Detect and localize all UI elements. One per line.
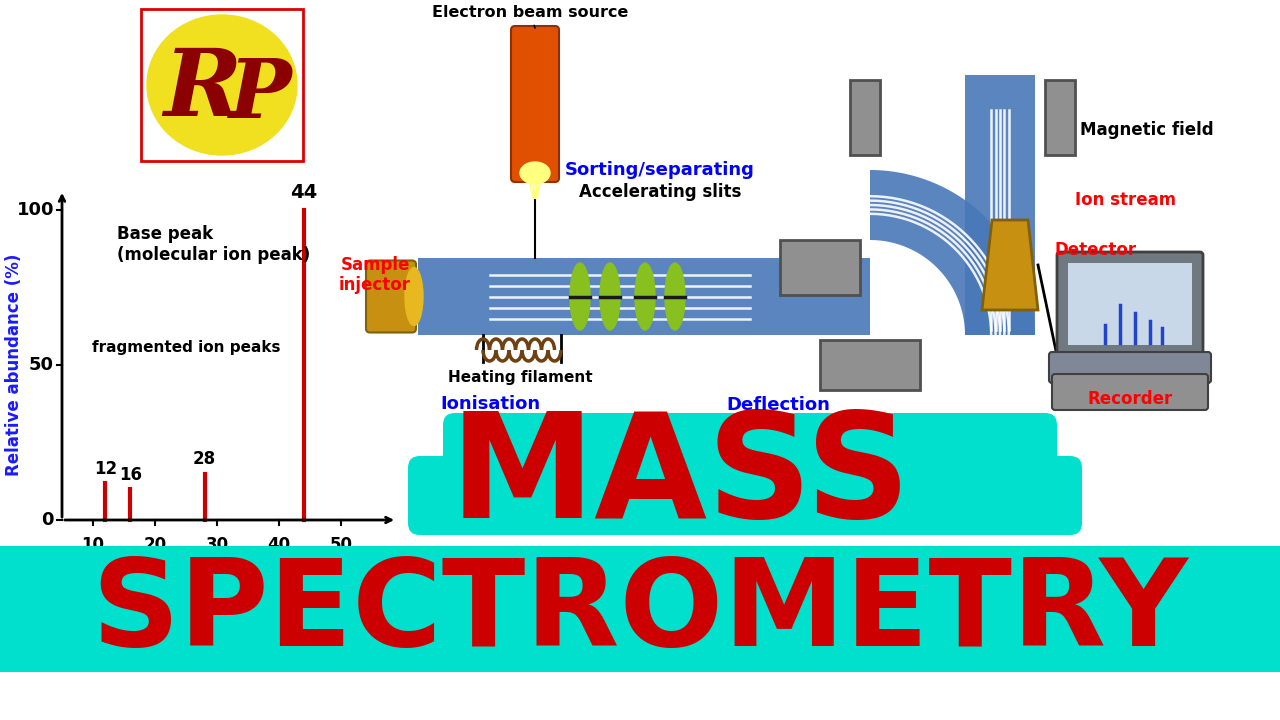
Ellipse shape (147, 15, 297, 155)
Text: fragmented ion peaks: fragmented ion peaks (92, 340, 280, 355)
FancyBboxPatch shape (1050, 352, 1211, 383)
Text: m/z: m/z (200, 556, 236, 574)
FancyBboxPatch shape (366, 261, 416, 333)
Text: P: P (229, 55, 292, 135)
Ellipse shape (520, 162, 550, 184)
Text: Relative abundance (%): Relative abundance (%) (5, 254, 23, 476)
Text: SPECTROMETRY: SPECTROMETRY (92, 554, 1188, 670)
Ellipse shape (600, 263, 620, 330)
FancyBboxPatch shape (1052, 374, 1208, 410)
Text: R: R (163, 45, 241, 135)
FancyBboxPatch shape (0, 546, 1280, 628)
Text: 20: 20 (143, 536, 166, 554)
Polygon shape (719, 170, 1036, 335)
Polygon shape (982, 220, 1038, 310)
Text: 50: 50 (329, 536, 352, 554)
Bar (141, 9, 303, 161)
Text: 28: 28 (193, 451, 216, 469)
Text: Base peak
(molecular ion peak): Base peak (molecular ion peak) (116, 225, 310, 264)
FancyBboxPatch shape (0, 588, 1280, 672)
Text: Ion stream: Ion stream (1075, 191, 1176, 209)
Polygon shape (870, 75, 1036, 335)
Text: Recorder: Recorder (1088, 390, 1172, 408)
Ellipse shape (635, 263, 655, 330)
Text: 0: 0 (41, 511, 54, 529)
Text: Magnetic field: Magnetic field (1080, 121, 1213, 139)
Text: 40: 40 (268, 536, 291, 554)
Ellipse shape (570, 263, 590, 330)
Polygon shape (419, 258, 719, 335)
Polygon shape (850, 80, 881, 155)
FancyBboxPatch shape (408, 456, 1082, 535)
Bar (1068, 263, 1192, 345)
Ellipse shape (404, 268, 422, 325)
Text: Sorting/separating: Sorting/separating (564, 161, 755, 179)
Text: Ionisation: Ionisation (440, 395, 540, 413)
Text: 10: 10 (82, 536, 105, 554)
Text: MASS: MASS (449, 408, 911, 549)
FancyBboxPatch shape (1057, 252, 1203, 358)
Text: Deflection: Deflection (726, 396, 829, 414)
Text: 100: 100 (17, 201, 54, 219)
Polygon shape (1044, 80, 1075, 155)
Text: Heating filament: Heating filament (448, 370, 593, 385)
Ellipse shape (666, 263, 685, 330)
Text: Detector: Detector (1055, 241, 1137, 259)
Polygon shape (820, 340, 920, 390)
FancyBboxPatch shape (511, 26, 559, 182)
Polygon shape (780, 240, 860, 295)
Text: Sample
injector: Sample injector (339, 256, 411, 294)
Text: 12: 12 (93, 460, 116, 478)
Text: Accelerating slits: Accelerating slits (579, 183, 741, 201)
FancyBboxPatch shape (443, 413, 1057, 495)
Text: Electron beam source: Electron beam source (431, 5, 628, 28)
Text: 50: 50 (29, 356, 54, 374)
Text: 30: 30 (205, 536, 229, 554)
Text: 16: 16 (119, 466, 142, 484)
Text: 44: 44 (291, 183, 317, 202)
